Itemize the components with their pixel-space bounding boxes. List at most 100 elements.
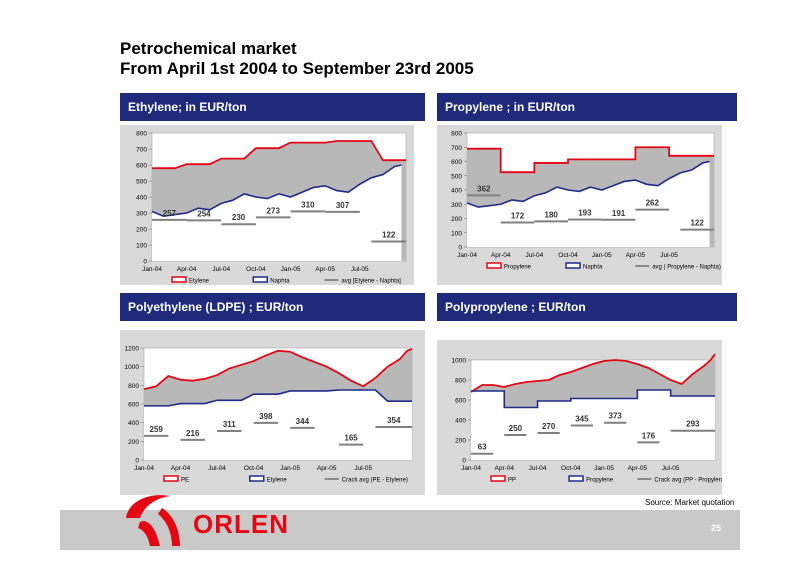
page-title-line1: Petrochemical market xyxy=(120,39,297,58)
y-tick-label: 400 xyxy=(128,420,139,427)
x-tick-label: Apr-04 xyxy=(495,465,515,472)
x-tick-label: Jul-05 xyxy=(662,465,680,472)
x-tick-label: Jul-04 xyxy=(529,465,547,472)
legend-swatch xyxy=(565,262,581,269)
y-tick-label: 100 xyxy=(451,230,462,237)
crack-label: 250 xyxy=(509,424,523,433)
x-tick-label: Apr-05 xyxy=(626,252,646,259)
legend-swatch xyxy=(252,276,269,283)
legend-swatch xyxy=(163,475,179,482)
x-tick-label: Apr-05 xyxy=(628,465,648,472)
y-tick-label: 600 xyxy=(455,398,466,405)
crack-label: 172 xyxy=(511,211,525,220)
chart-propylene: 362 172 180 193 191 262 122 0 100 200 300 400 500 600… xyxy=(437,125,722,285)
x-tick-label: Jul-05 xyxy=(354,465,372,472)
x-tick-label: Oct-04 xyxy=(561,465,581,472)
x-tick-label: Jan-04 xyxy=(134,465,154,472)
crack-label: 273 xyxy=(267,206,281,215)
crack-label: 398 xyxy=(259,412,273,421)
x-tick-label: Jan-04 xyxy=(461,465,481,472)
legend-swatch xyxy=(486,262,502,269)
x-tick-label: Jan-04 xyxy=(457,252,477,259)
crack-label: 180 xyxy=(545,210,559,219)
y-tick-label: 200 xyxy=(455,438,466,445)
crack-label: 63 xyxy=(478,443,487,452)
legend-swatch xyxy=(249,475,265,482)
chart-polyethylene-svg: 259 216 311 398 344 165 354 0 200 400 600 800 1000 12… xyxy=(125,346,413,484)
feedstock-area xyxy=(144,390,412,460)
legend-label: Propylene xyxy=(504,265,532,271)
crack-label: 191 xyxy=(612,209,626,218)
product-line xyxy=(470,353,716,393)
legend-label: Crack avg (PE - Etylene) xyxy=(342,478,408,484)
y-tick-label: 600 xyxy=(128,402,139,409)
y-tick-label: 200 xyxy=(128,439,139,446)
chart-polyethylene: 259 216 311 398 344 165 354 0 200 400 600 800 1000 12… xyxy=(120,330,425,495)
y-tick-label: 400 xyxy=(455,418,466,425)
y-tick-label: 200 xyxy=(451,216,462,223)
crack-label: 257 xyxy=(163,209,177,218)
y-tick-label: 500 xyxy=(451,173,462,180)
x-tick-label: Apr-05 xyxy=(315,266,335,273)
x-tick-label: Jan-05 xyxy=(280,465,300,472)
panel-title-ethylene: Ethylene; in EUR/ton xyxy=(120,93,425,121)
crack-label: 345 xyxy=(575,415,589,424)
crack-label: 310 xyxy=(301,200,315,209)
crack-label: 230 xyxy=(232,213,246,222)
legend-label: Naphta xyxy=(583,265,603,271)
crack-label: 344 xyxy=(296,417,310,426)
legend-label: Naphta xyxy=(270,279,290,285)
x-tick-label: Jan-05 xyxy=(594,465,614,472)
legend-swatch xyxy=(568,475,584,482)
orlen-eagle-logo-icon xyxy=(126,495,180,546)
x-tick-label: Oct-04 xyxy=(558,252,578,259)
y-tick-label: 1200 xyxy=(125,346,140,353)
y-tick-label: 1000 xyxy=(452,358,467,365)
chart-propylene-svg: 362 172 180 193 191 262 122 0 100 200 300 400 500 600… xyxy=(451,131,721,271)
panel-title-polyethylene: Polyethylene (LDPE) ; EUR/ton xyxy=(120,293,425,321)
crack-label: 122 xyxy=(690,219,704,228)
crack-label: 354 xyxy=(387,416,401,425)
legend-label: Etylene xyxy=(189,279,210,285)
x-tick-label: Jul-05 xyxy=(660,252,678,259)
y-tick-label: 300 xyxy=(451,202,462,209)
y-tick-label: 0 xyxy=(135,458,139,465)
legend-label: PE xyxy=(181,478,189,484)
y-tick-label: 100 xyxy=(136,243,147,250)
chart-polypropylene: 63 250 270 345 373 176 293 0 200 400 600 800 1000 Jan… xyxy=(437,340,727,495)
x-tick-label: Jul-04 xyxy=(208,465,226,472)
legend-label: Propylene xyxy=(586,478,614,484)
chart-ethylene: 257 254 230 273 310 307 122 0 100 200 300 400 500 600… xyxy=(120,125,414,285)
y-tick-label: 0 xyxy=(462,458,466,465)
feedstock-line xyxy=(466,160,710,208)
page-number: 25 xyxy=(711,523,722,533)
y-tick-label: 600 xyxy=(451,159,462,166)
panel-title-polypropylene: Polypropylene ; EUR/ton xyxy=(437,293,737,321)
x-tick-label: Jul-04 xyxy=(526,252,544,259)
crack-label: 176 xyxy=(642,431,656,440)
product-line xyxy=(143,348,413,390)
y-tick-label: 800 xyxy=(455,378,466,385)
y-tick-label: 800 xyxy=(136,131,147,138)
crack-label: 262 xyxy=(646,199,660,208)
legend-swatch xyxy=(490,475,506,482)
legend-swatch xyxy=(171,276,187,283)
y-tick-label: 400 xyxy=(136,195,147,202)
x-tick-label: Apr-04 xyxy=(491,252,511,259)
crack-label: 373 xyxy=(609,412,623,421)
legend-label: avg ( Propylene - Naphta) xyxy=(652,265,721,271)
y-tick-label: 0 xyxy=(458,245,462,252)
crack-label: 270 xyxy=(542,422,556,431)
feedstock-area xyxy=(467,161,710,247)
x-tick-label: Jan-04 xyxy=(142,266,162,273)
x-tick-label: Oct-04 xyxy=(244,465,264,472)
crack-label: 293 xyxy=(686,420,700,429)
feedstock-line xyxy=(144,389,412,407)
product-line xyxy=(467,146,714,174)
feedstock-line xyxy=(471,389,715,409)
feedstock-area xyxy=(152,165,402,261)
crack-label: 259 xyxy=(150,425,164,434)
crack-label: 216 xyxy=(186,429,200,438)
y-tick-label: 800 xyxy=(451,131,462,138)
y-tick-label: 700 xyxy=(451,145,462,152)
